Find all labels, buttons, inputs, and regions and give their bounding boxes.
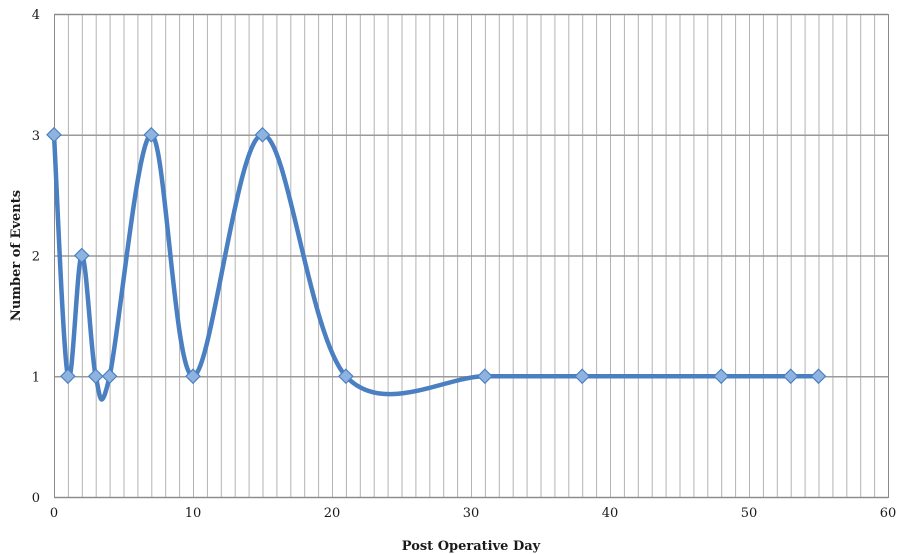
x-tick-label: 40: [602, 506, 619, 521]
data-point-marker: [73, 247, 90, 264]
data-point-marker: [87, 368, 104, 385]
data-point-marker: [713, 368, 730, 385]
y-axis-title: Number of Events: [9, 190, 24, 321]
data-point-marker: [810, 368, 827, 385]
series-line: [51, 132, 821, 402]
y-tick-label: 1: [32, 370, 40, 385]
data-point-marker: [101, 368, 118, 385]
data-point-marker: [574, 368, 591, 385]
y-tick-label: 3: [32, 129, 40, 144]
tick-labels: 0 10 20 30 40 50 60 0 1 2 3 4: [32, 8, 897, 521]
y-tick-label: 2: [32, 250, 40, 265]
data-point-marker: [46, 126, 62, 143]
data-point-marker: [477, 368, 493, 385]
x-tick-label: 10: [185, 506, 202, 521]
x-tick-label: 0: [50, 506, 58, 521]
x-tick-label: 60: [880, 506, 897, 521]
x-tick-label: 20: [324, 506, 341, 521]
y-tick-label: 4: [32, 8, 40, 23]
data-point-marker: [185, 368, 201, 385]
x-axis-title: Post Operative Day: [402, 539, 541, 554]
plot-frame: [54, 14, 889, 498]
data-point-marker: [60, 368, 76, 385]
data-point-marker: [782, 368, 799, 385]
grid-lines: [54, 13, 889, 499]
data-markers: [46, 126, 827, 385]
y-tick-label: 0: [32, 491, 40, 506]
x-tick-label: 30: [463, 506, 480, 521]
data-point-marker: [338, 368, 354, 385]
x-tick-label: 50: [741, 506, 758, 521]
data-point-marker: [254, 126, 271, 143]
data-point-marker: [143, 126, 160, 143]
